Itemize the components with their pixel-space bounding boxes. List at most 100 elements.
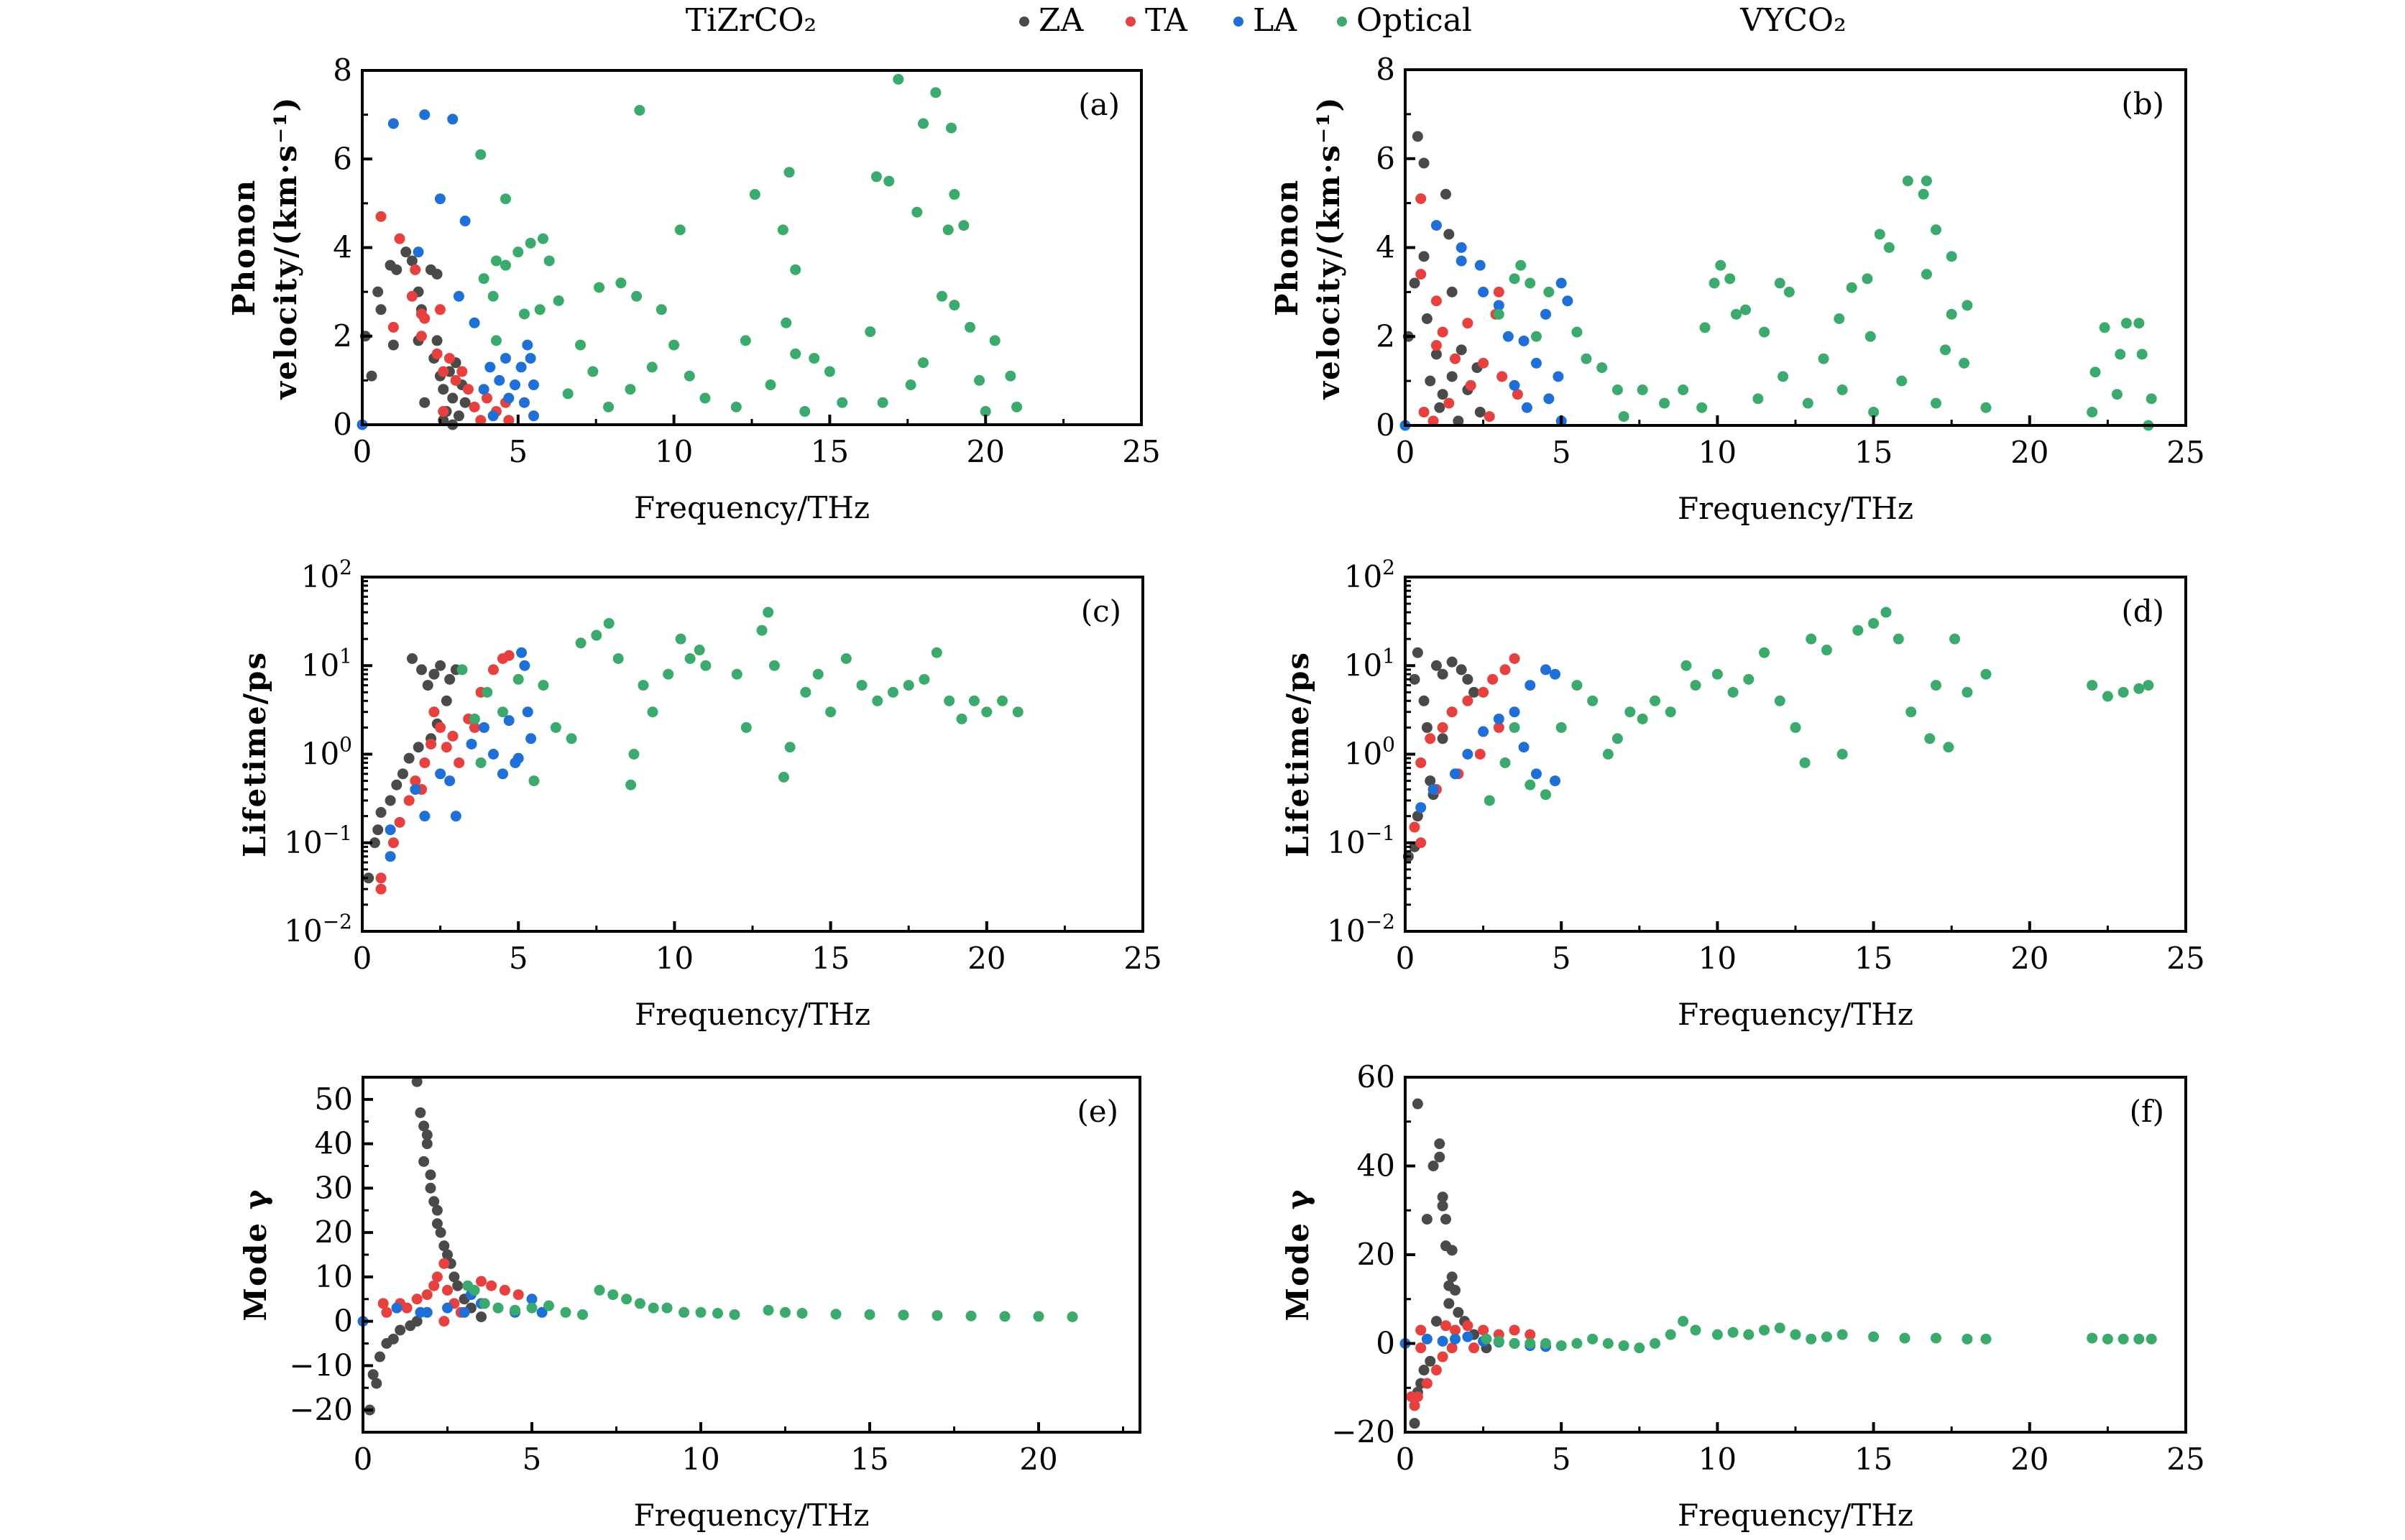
legend-item-la: LA xyxy=(1233,2,1297,39)
data-point-la xyxy=(444,775,456,787)
y-tick-label: −20 xyxy=(289,1392,353,1427)
data-point-optical xyxy=(1012,706,1024,718)
data-point-la xyxy=(1478,286,1489,298)
data-point-optical xyxy=(1690,680,1701,691)
data-point-optical xyxy=(942,224,954,236)
data-point-optical xyxy=(956,713,967,724)
data-point-optical xyxy=(997,695,1008,706)
data-point-ta xyxy=(1478,357,1489,369)
data-point-optical xyxy=(1678,384,1689,395)
data-point-optical xyxy=(917,357,929,369)
y-tick-label: 2 xyxy=(333,318,352,354)
data-point-ta xyxy=(438,1316,450,1327)
data-point-ta xyxy=(475,415,487,426)
x-tick-label: 10 xyxy=(681,1442,719,1477)
data-point-ta xyxy=(456,366,468,377)
y-tick-label: 6 xyxy=(333,141,352,176)
data-point-optical xyxy=(1902,175,1913,187)
data-point-optical xyxy=(1587,1333,1599,1345)
data-point-optical xyxy=(1678,1316,1689,1327)
series-optical xyxy=(1484,607,2154,806)
data-point-optical xyxy=(800,686,811,698)
data-point-optical xyxy=(1481,1333,1492,1345)
x-tick-label: 25 xyxy=(1123,941,1162,976)
series-optical xyxy=(462,1280,1078,1322)
data-point-optical xyxy=(830,1309,842,1320)
y-axis-label: Lifetime/ps xyxy=(1280,651,1315,857)
data-point-za xyxy=(372,824,384,836)
data-point-za xyxy=(422,680,433,691)
data-point-optical xyxy=(663,668,674,680)
data-point-ta xyxy=(1474,749,1486,760)
data-point-optical xyxy=(790,348,801,359)
data-point-optical xyxy=(740,335,751,346)
x-tick-label: 10 xyxy=(1698,435,1737,470)
data-point-la xyxy=(478,721,489,733)
data-point-la xyxy=(1550,668,1561,680)
x-tick-label: 0 xyxy=(354,1442,373,1477)
data-point-optical xyxy=(2115,349,2126,360)
axes-frame xyxy=(361,576,1144,933)
y-tick-label: 4 xyxy=(1376,230,1395,265)
data-point-ta xyxy=(438,406,449,418)
data-point-optical xyxy=(700,660,712,671)
data-point-optical xyxy=(1790,1329,1801,1340)
data-point-optical xyxy=(799,406,811,418)
data-point-optical xyxy=(2111,389,2123,400)
data-point-za xyxy=(1409,673,1420,685)
series-za xyxy=(1409,1098,1492,1429)
data-point-la xyxy=(518,397,530,408)
data-point-optical xyxy=(756,624,768,636)
data-point-la xyxy=(410,784,421,796)
data-point-optical xyxy=(1836,384,1848,395)
y-tick-label: 102 xyxy=(301,555,352,594)
data-point-optical xyxy=(809,353,820,364)
data-point-optical xyxy=(1618,1340,1629,1352)
data-point-optical xyxy=(2117,1333,2129,1345)
data-point-optical xyxy=(1611,733,1623,744)
data-point-la xyxy=(497,768,508,780)
data-point-optical xyxy=(661,1302,673,1314)
data-point-optical xyxy=(612,653,624,664)
data-point-optical xyxy=(1806,633,1817,645)
x-tick-label: 5 xyxy=(523,1442,542,1477)
x-tick-label: 0 xyxy=(353,941,372,976)
data-point-optical xyxy=(1774,695,1785,706)
legend-item-za: ZA xyxy=(1019,2,1085,39)
data-point-za xyxy=(407,653,418,664)
data-point-ta xyxy=(1525,1329,1536,1340)
data-point-optical xyxy=(1818,353,1829,364)
data-point-ta xyxy=(428,1280,440,1291)
y-tick-label: 4 xyxy=(333,230,352,265)
data-point-ta xyxy=(454,757,465,768)
data-point-optical xyxy=(1690,1324,1701,1336)
data-point-za xyxy=(1453,1306,1464,1318)
data-point-la xyxy=(1502,331,1514,342)
legend-marker-optical xyxy=(1337,17,1347,27)
data-point-ta xyxy=(377,1298,389,1309)
data-point-optical xyxy=(731,668,742,680)
data-point-optical xyxy=(883,175,895,187)
data-point-ta xyxy=(1462,1320,1473,1332)
data-point-la xyxy=(528,410,539,422)
data-point-optical xyxy=(965,1310,977,1322)
data-point-za xyxy=(1437,389,1448,400)
data-point-za xyxy=(1418,157,1430,169)
data-point-optical xyxy=(763,607,774,618)
series-ta xyxy=(375,211,515,426)
data-point-ta xyxy=(387,837,399,849)
data-point-optical xyxy=(625,779,637,790)
data-point-optical xyxy=(1883,242,1895,253)
data-point-optical xyxy=(2120,318,2132,329)
data-point-la xyxy=(512,752,524,764)
data-point-optical xyxy=(740,721,752,733)
data-point-za xyxy=(416,664,428,676)
legend-label-za: ZA xyxy=(1039,2,1085,39)
data-point-za xyxy=(1421,313,1433,324)
data-point-optical xyxy=(1774,1322,1785,1334)
data-point-la xyxy=(391,1302,403,1314)
data-point-la xyxy=(421,1306,433,1318)
series-optical xyxy=(1481,1316,2157,1354)
data-point-optical xyxy=(1525,277,1536,289)
